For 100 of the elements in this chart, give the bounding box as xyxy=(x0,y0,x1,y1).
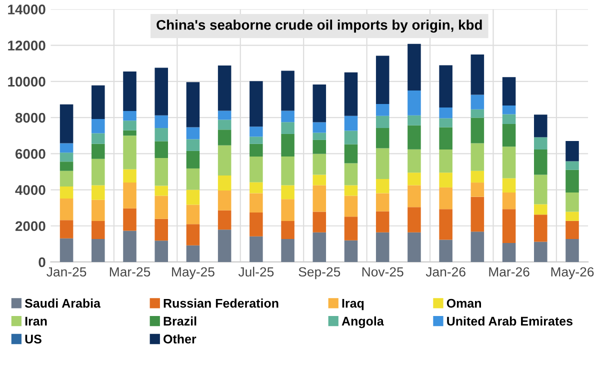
bar xyxy=(470,182,484,197)
y-tick-label: 6000 xyxy=(16,148,46,159)
bar xyxy=(92,221,105,240)
bar xyxy=(92,118,105,134)
bar xyxy=(92,133,105,144)
bar xyxy=(344,72,358,116)
legend-label: Brazil xyxy=(164,316,196,326)
bar xyxy=(344,130,358,144)
bar xyxy=(470,143,484,171)
bar xyxy=(439,65,452,108)
y-tick-label: 10000 xyxy=(8,76,46,87)
bar xyxy=(502,243,516,262)
bar xyxy=(281,122,294,134)
bar xyxy=(281,185,294,200)
bar xyxy=(439,209,452,240)
bar xyxy=(218,176,232,190)
x-tick-label: May-26 xyxy=(551,267,594,280)
bar xyxy=(312,174,326,186)
bar xyxy=(439,240,452,262)
bar xyxy=(312,154,326,175)
bar xyxy=(344,216,358,240)
bar xyxy=(408,90,421,116)
bar xyxy=(218,145,232,176)
bar xyxy=(408,44,421,90)
y-tick-label: 2000 xyxy=(15,221,46,232)
bar xyxy=(344,144,358,164)
bar xyxy=(186,150,200,168)
bar xyxy=(534,114,548,138)
bar xyxy=(312,132,326,140)
legend-label: Russian Federation xyxy=(164,298,278,308)
bar xyxy=(154,128,168,142)
bar xyxy=(344,116,358,131)
bar xyxy=(439,118,452,128)
bar xyxy=(92,185,105,200)
bar xyxy=(154,218,168,241)
bar xyxy=(312,212,326,232)
x-tick-label: Jan-25 xyxy=(46,267,86,277)
bar xyxy=(154,240,168,262)
bar xyxy=(376,178,390,194)
bar xyxy=(250,236,263,262)
bar xyxy=(312,232,326,262)
bar xyxy=(60,162,74,171)
bar xyxy=(376,116,390,128)
bar xyxy=(566,141,579,162)
bar xyxy=(344,196,358,217)
bar xyxy=(60,152,74,162)
bar xyxy=(408,125,421,150)
bar xyxy=(502,178,516,192)
bar xyxy=(408,172,421,186)
bar xyxy=(408,149,421,173)
bar xyxy=(123,72,136,112)
bar xyxy=(92,239,105,262)
bar xyxy=(502,146,516,178)
bar xyxy=(312,185,326,212)
y-tick-label: 0 xyxy=(38,257,46,268)
bar xyxy=(344,185,358,196)
bar xyxy=(92,200,105,222)
legend-label: Other xyxy=(164,334,196,344)
text: China's seaborne crude oil imports by origin, kbd xyxy=(156,20,482,33)
bar xyxy=(250,81,263,127)
bar xyxy=(312,140,326,154)
bar xyxy=(376,148,390,179)
legend-label: Iraq xyxy=(342,298,364,310)
bar xyxy=(376,232,390,262)
bar xyxy=(470,94,484,110)
bar xyxy=(123,111,136,121)
bar xyxy=(60,198,74,220)
x-tick-label: May-25 xyxy=(172,267,214,280)
bar xyxy=(60,220,74,238)
bar xyxy=(186,204,200,224)
bar xyxy=(566,170,579,192)
bar xyxy=(439,172,452,188)
bar xyxy=(534,174,548,204)
bar xyxy=(534,150,548,175)
bar xyxy=(566,212,579,221)
bar xyxy=(502,114,516,124)
y-tick-label: 14000 xyxy=(8,4,46,14)
bar xyxy=(376,56,390,104)
bar xyxy=(502,192,516,210)
legend-label: US xyxy=(25,334,42,344)
bar xyxy=(218,210,232,230)
bar xyxy=(470,118,484,144)
bar xyxy=(281,221,294,240)
bar xyxy=(502,209,516,244)
bar xyxy=(60,170,74,187)
bar xyxy=(250,193,263,213)
bar xyxy=(92,158,105,186)
bar xyxy=(123,208,136,231)
bar xyxy=(186,224,200,246)
bar xyxy=(281,70,294,111)
bar xyxy=(312,84,326,122)
bar xyxy=(123,120,136,130)
bar xyxy=(534,137,548,150)
bar xyxy=(250,144,263,157)
bar xyxy=(534,242,548,262)
x-tick-label: Jul-25 xyxy=(238,266,274,277)
bar xyxy=(123,230,136,262)
x-tick-label: Mar-25 xyxy=(110,267,150,277)
bar xyxy=(123,130,136,136)
bar xyxy=(92,144,105,159)
